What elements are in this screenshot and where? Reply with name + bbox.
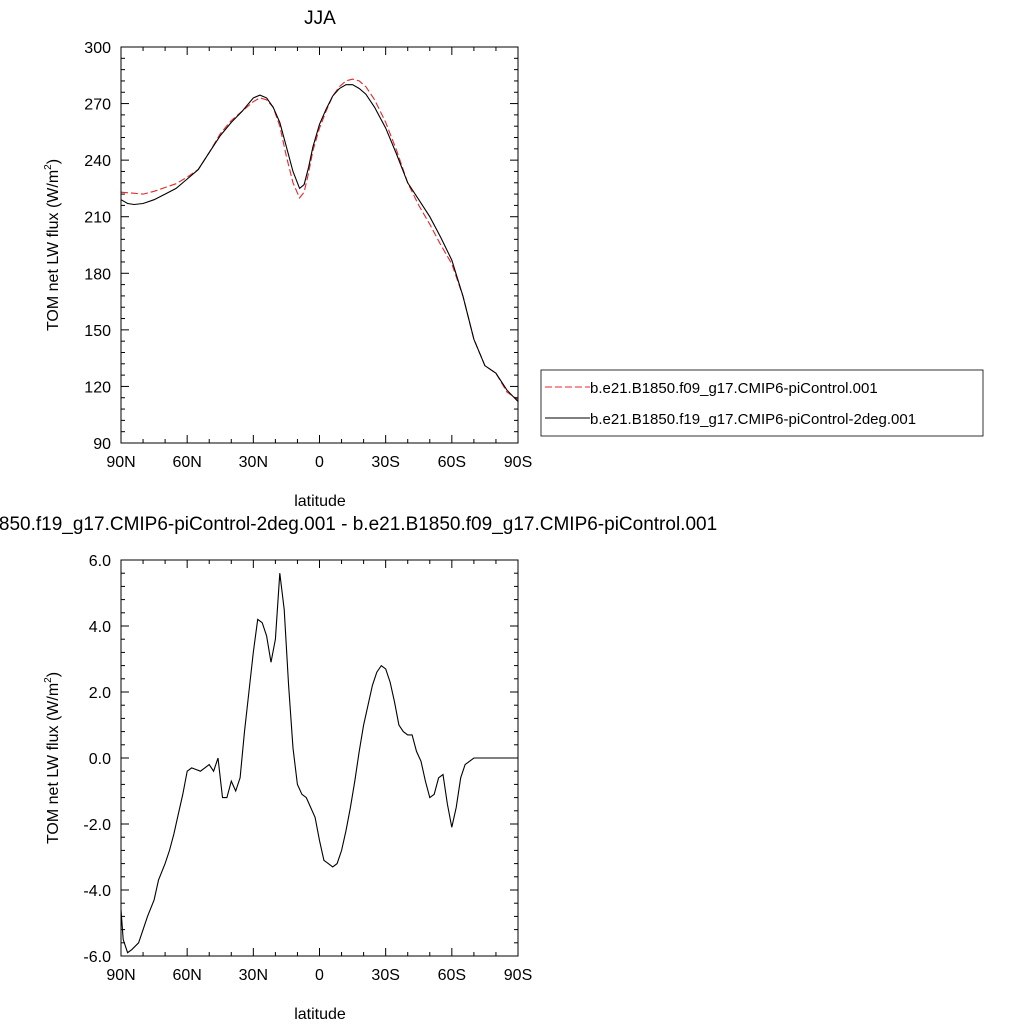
- y-axis-label-top-close: ): [45, 159, 62, 164]
- x-tick-label-bottom: 60N: [172, 967, 201, 984]
- y-tick-label-top: 150: [84, 323, 111, 340]
- panel-top: JJA 90N 60N 30N 0 30S 60S 90S 90 120 150 180 210 240…: [43, 8, 984, 510]
- legend-entry-2: b.e21.B1850.f19_g17.CMIP6-piControl-2deg…: [590, 411, 916, 428]
- x-tick-label-top: 90S: [504, 454, 532, 471]
- axes-frame-top: [120, 46, 519, 444]
- plot-area-top: [120, 78, 519, 402]
- y-axis-label-top-main: TOM net LW flux (W/m: [45, 170, 62, 331]
- y-axis-label-top-sup: 2: [43, 164, 54, 170]
- y-axis-label-top: TOM net LW flux (W/m2): [43, 159, 62, 331]
- y-axis-label-bottom-main: TOM net LW flux (W/m: [45, 683, 62, 844]
- series-line-top-2: [120, 84, 519, 402]
- legend-entry-1: b.e21.B1850.f09_g17.CMIP6-piControl.001: [590, 380, 878, 397]
- x-axis-label-bottom: latitude: [294, 1006, 346, 1023]
- legend-box: [540, 369, 984, 437]
- chart-title-top: JJA: [304, 8, 336, 29]
- ticks-bottom: 90N 60N 30N 0 30S 60S 90S -6.0 -4.0 -2.0 0.0 2.0 4.0…: [83, 553, 532, 984]
- x-tick-label-bottom: 60S: [438, 967, 466, 984]
- x-axis-label-top: latitude: [294, 493, 346, 510]
- x-tick-label-bottom: 0: [315, 967, 324, 984]
- y-axis-label-bottom-close: ): [45, 672, 62, 677]
- y-tick-label-top: 300: [84, 40, 111, 57]
- y-tick-label-bottom: 6.0: [89, 553, 111, 570]
- x-tick-label-top: 0: [315, 454, 324, 471]
- y-tick-label-bottom: -4.0: [83, 883, 111, 900]
- series-line-bottom-1: [120, 573, 518, 954]
- y-tick-label-top: 240: [84, 153, 111, 170]
- y-tick-label-bottom: 2.0: [89, 685, 111, 702]
- y-tick-label-bottom: 0.0: [89, 751, 111, 768]
- ticks-top: 90N 60N 30N 0 30S 60S 90S 90 120 150 180 210 240 270 3…: [84, 40, 532, 471]
- x-tick-label-top: 60S: [438, 454, 466, 471]
- y-tick-label-top: 180: [84, 266, 111, 283]
- y-tick-label-bottom: -2.0: [83, 817, 111, 834]
- series-line-top-1: [120, 78, 519, 401]
- y-tick-label-top: 270: [84, 97, 111, 114]
- legend: b.e21.B1850.f09_g17.CMIP6-piControl.001 …: [540, 369, 984, 437]
- y-tick-label-top: 120: [84, 379, 111, 396]
- x-tick-label-bottom: 30N: [239, 967, 268, 984]
- panel-bottom: b.e21.B1850.f19_g17.CMIP6-piControl-2deg…: [0, 514, 717, 1023]
- x-tick-label-top: 30S: [371, 454, 399, 471]
- chart-title-bottom: b.e21.B1850.f19_g17.CMIP6-piControl-2deg…: [0, 514, 717, 535]
- plot-area-bottom: [120, 573, 518, 954]
- x-tick-label-top: 60N: [172, 454, 201, 471]
- y-tick-label-top: 210: [84, 210, 111, 227]
- x-tick-label-bottom: 90N: [106, 967, 135, 984]
- x-tick-label-top: 30N: [239, 454, 268, 471]
- x-tick-label-top: 90N: [106, 454, 135, 471]
- x-tick-label-bottom: 30S: [371, 967, 399, 984]
- axes-frame-bottom: [120, 559, 519, 957]
- y-tick-label-top: 90: [93, 436, 111, 453]
- y-axis-label-bottom-sup: 2: [43, 677, 54, 683]
- y-axis-label-bottom: TOM net LW flux (W/m2): [43, 672, 62, 844]
- y-tick-label-bottom: 4.0: [89, 619, 111, 636]
- y-tick-label-bottom: -6.0: [83, 949, 111, 966]
- x-tick-label-bottom: 90S: [504, 967, 532, 984]
